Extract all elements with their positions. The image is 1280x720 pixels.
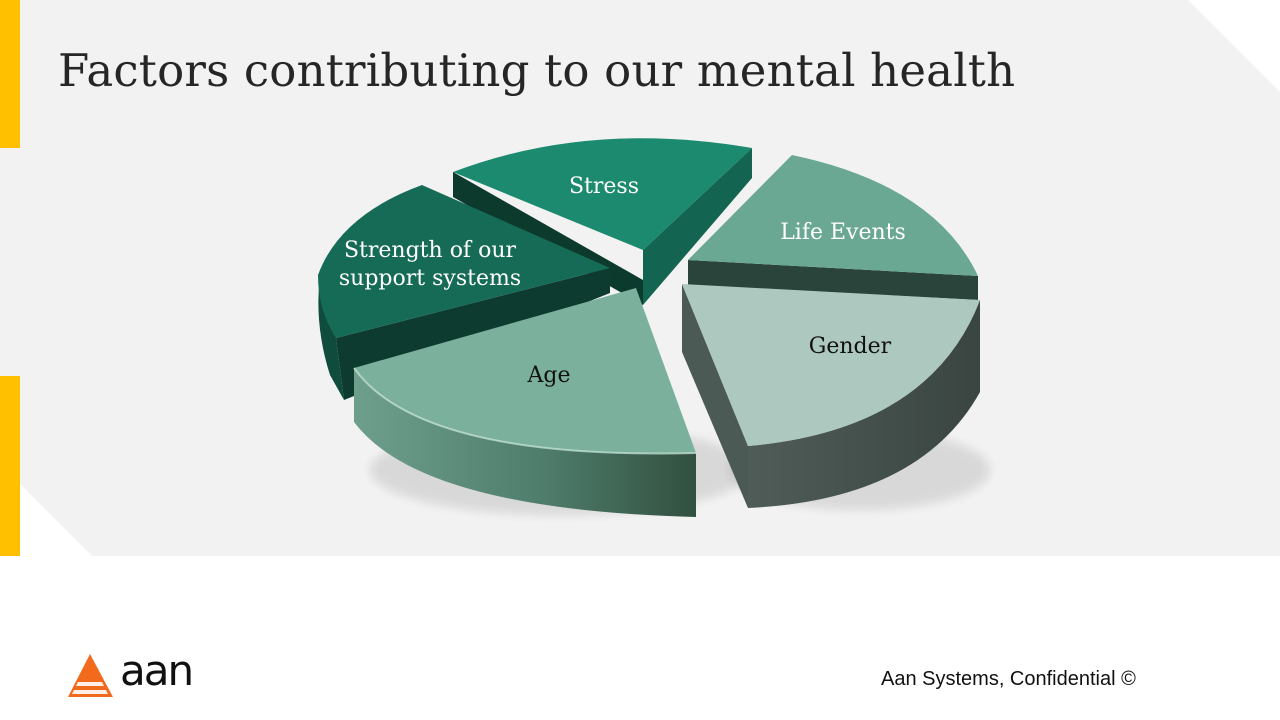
accent-bar-bottom bbox=[0, 376, 20, 556]
triangle-logo-icon bbox=[68, 654, 113, 697]
pie-label-age: Age bbox=[527, 363, 571, 388]
logo-text: aan bbox=[120, 646, 194, 695]
pie-label-support-systems-line1: Strength of our bbox=[344, 238, 516, 263]
accent-bar-top bbox=[0, 0, 20, 148]
pie-label-gender: Gender bbox=[809, 334, 892, 359]
pie-slice-life-events bbox=[688, 155, 978, 300]
pie-label-life-events: Life Events bbox=[780, 220, 906, 245]
pie-label-support-systems-line2: support systems bbox=[339, 266, 521, 291]
pie-slice-gender bbox=[682, 284, 980, 508]
confidential-notice: Aan Systems, Confidential © bbox=[881, 668, 1136, 690]
company-logo: aan bbox=[66, 646, 196, 702]
page-title: Factors contributing to our mental healt… bbox=[58, 44, 1016, 97]
pie-label-stress: Stress bbox=[569, 174, 639, 199]
pie-slice-age bbox=[353, 288, 697, 517]
